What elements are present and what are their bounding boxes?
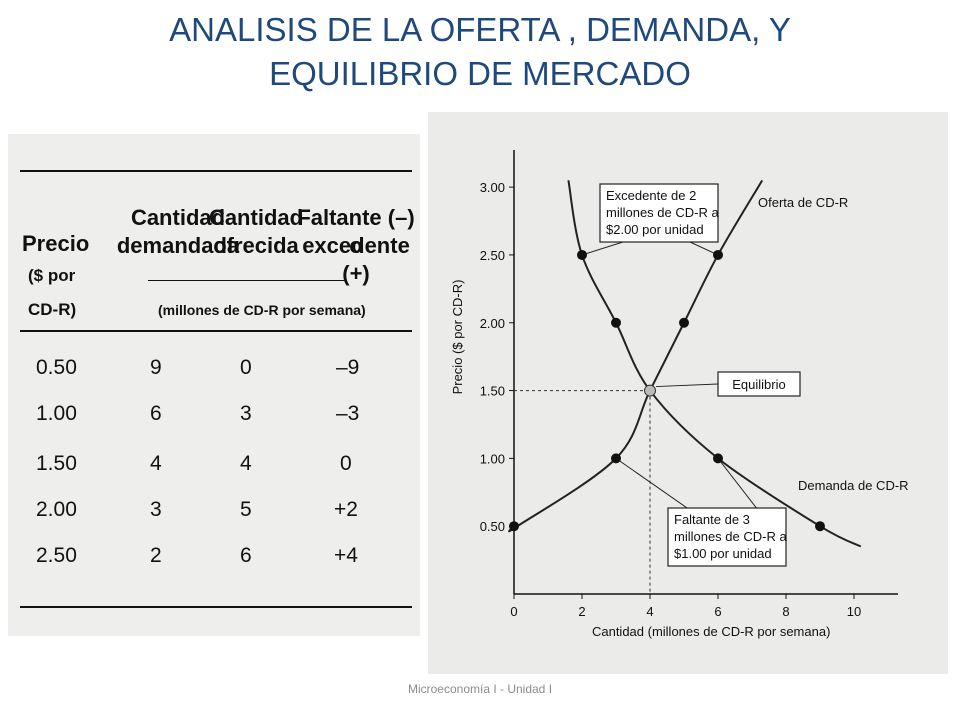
- cell-ofrecida: 0: [240, 356, 252, 379]
- excedente-text: $2.00 por unidad: [606, 222, 704, 237]
- y-tick-label: 0.50: [480, 519, 505, 534]
- faltante-pointer-right: [717, 458, 759, 511]
- supply-point: [679, 317, 689, 328]
- cell-ofrecida: 6: [240, 544, 252, 567]
- y-axis-label: Precio ($ por CD-R): [450, 280, 465, 395]
- table-bottom-rule: [20, 606, 412, 608]
- excedente-text: millones de CD-R a: [606, 205, 719, 220]
- cell-demandada: 3: [150, 498, 162, 521]
- demand-label: Demanda de CD-R: [798, 478, 909, 493]
- header-faltante-2: excedente (+): [302, 233, 410, 286]
- title-line-2: EQUILIBRIO DE MERCADO: [269, 55, 691, 92]
- faltante-box: [667, 507, 787, 567]
- cell-faltante: +4: [334, 544, 358, 567]
- x-axis-label: Cantidad (millones de CD-R por semana): [592, 624, 830, 639]
- header-demandada-1: Cantidad: [130, 205, 226, 230]
- cell-faltante: –3: [336, 402, 360, 425]
- equilibrium-box: [717, 371, 801, 397]
- cell-demandada: 9: [150, 356, 162, 379]
- cell-ofrecida: 3: [240, 402, 252, 425]
- title-line-1: ANALISIS DE LA OFERTA , DEMANDA, Y: [169, 11, 791, 48]
- excedente-pointer-left: [581, 241, 624, 256]
- cell-ofrecida: 5: [240, 498, 252, 521]
- y-tick-label: 3.00: [480, 180, 505, 195]
- x-tick-label: 2: [578, 604, 585, 619]
- equilibrium-pointer: [655, 383, 719, 388]
- faltante-text: millones de CD-R a: [674, 529, 787, 544]
- excedente-pointer-right: [689, 241, 719, 256]
- cell-precio: 1.00: [36, 402, 77, 425]
- header-precio: Precio: [22, 231, 90, 256]
- faltante-text: $1.00 por unidad: [674, 546, 772, 561]
- cell-faltante: –9: [336, 356, 360, 379]
- y-tick-label: 1.50: [480, 384, 505, 399]
- equilibrium-point: [644, 384, 656, 397]
- header-precio-unit-2: CD-R): [28, 300, 77, 319]
- cell-demandada: 2: [150, 544, 162, 567]
- cell-faltante: 0: [340, 452, 352, 475]
- cell-faltante: +2: [334, 498, 358, 521]
- cell-precio: 1.50: [36, 452, 77, 475]
- cell-precio: 2.50: [36, 544, 77, 567]
- equilibrium-label: Equilibrio: [732, 377, 785, 392]
- supply-point: [611, 453, 621, 464]
- supply-demand-chart: 0 2 4 6 8 10 0.50 1.00 1.50 2.00 2.50 3.00 Precio ($…: [428, 112, 948, 674]
- y-tick-label: 2.00: [480, 316, 505, 331]
- y-tick-label: 1.00: [480, 451, 505, 466]
- excedente-text: Excedente de 2: [606, 188, 696, 203]
- x-tick-label: 10: [847, 604, 861, 619]
- cell-ofrecida: 4: [240, 452, 252, 475]
- supply-label: Oferta de CD-R: [758, 195, 848, 210]
- units-rule: [148, 280, 344, 281]
- demand-point: [577, 249, 587, 260]
- excedente-box: [599, 183, 719, 243]
- header-ofrecida-1: Cantidad: [208, 205, 304, 230]
- faltante-pointer-left: [615, 457, 691, 511]
- cell-precio: 2.00: [36, 498, 77, 521]
- faltante-text: Faltante de 3: [674, 512, 750, 527]
- supply-point: [509, 521, 519, 532]
- chart-svg: 0 2 4 6 8 10 0.50 1.00 1.50 2.00 2.50 3.00 Precio ($…: [450, 150, 909, 639]
- header-precio-unit-1: ($ por: [28, 266, 76, 285]
- x-tick-label: 0: [510, 604, 517, 619]
- supply-demand-table: Precio ($ por CD-R) Cantidad demandada C…: [8, 134, 420, 636]
- demand-point: [611, 317, 621, 328]
- cell-demandada: 4: [150, 452, 162, 475]
- demand-point: [713, 453, 723, 464]
- header-faltante-1: Faltante (–) o: [297, 205, 415, 258]
- slide-title: ANALISIS DE LA OFERTA , DEMANDA, Y EQUIL…: [60, 8, 900, 96]
- table-top-rule: [20, 170, 412, 172]
- y-tick-label: 2.50: [480, 248, 505, 263]
- x-tick-label: 6: [714, 604, 721, 619]
- cell-precio: 0.50: [36, 356, 77, 379]
- x-tick-label: 4: [646, 604, 653, 619]
- x-tick-label: 8: [782, 604, 789, 619]
- cell-demandada: 6: [150, 402, 162, 425]
- units-label: (millones de CD-R por semana): [158, 302, 366, 318]
- supply-point: [713, 249, 723, 260]
- demand-point: [815, 521, 825, 532]
- slide-footer: Microeconomía I - Unidad I: [407, 682, 553, 696]
- header-ofrecida-2: ofrecida: [213, 233, 299, 258]
- header-demandada-2: demandada: [116, 233, 240, 258]
- header-bottom-rule: [20, 330, 412, 332]
